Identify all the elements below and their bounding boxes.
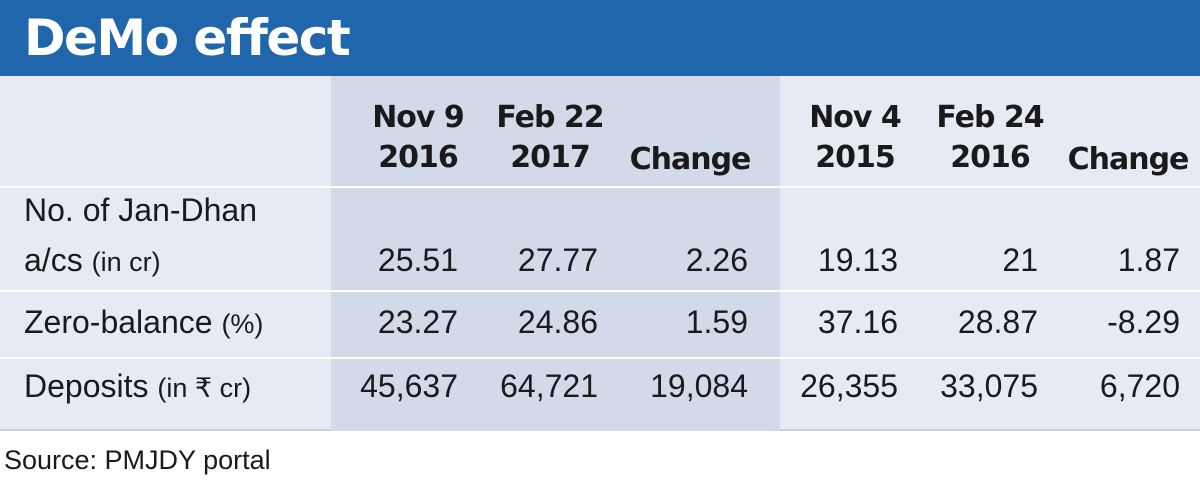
chart-title: DeMo effect <box>24 9 351 67</box>
column-header-line2: 2015 <box>815 140 896 175</box>
table-cell: 19.13 <box>817 242 898 278</box>
row-label: a/cs (in cr) <box>24 240 161 282</box>
column-header-line2: 2016 <box>950 140 1031 175</box>
table-cell: 1.87 <box>1117 242 1180 278</box>
column-header-line2: 2016 <box>378 140 459 175</box>
column-header-line2: Change <box>629 142 752 177</box>
row-label-unit: (in cr) <box>91 247 161 277</box>
table-cell: 23.27 <box>377 304 458 340</box>
table-cell: 1.59 <box>685 304 748 340</box>
row-label-line1: No. of Jan-Dhan <box>24 192 258 228</box>
table-cell: 27.77 <box>517 242 598 278</box>
table-cell: 2.26 <box>685 242 748 278</box>
table-cell: 33,075 <box>940 368 1038 404</box>
row-divider <box>0 186 1200 188</box>
table-cell: 24.86 <box>517 304 598 340</box>
row-divider <box>0 357 1200 359</box>
row-label-main: a/cs <box>24 242 83 278</box>
table-cell: 28.87 <box>957 304 1038 340</box>
column-header-line2: 2017 <box>510 140 591 175</box>
table-cell: 64,721 <box>500 368 598 404</box>
column-header-line1: Feb 24 <box>936 100 1044 135</box>
table-cell: 45,637 <box>360 368 458 404</box>
table-cell: -8.29 <box>1107 304 1180 340</box>
column-header-line1: Feb 22 <box>496 100 604 135</box>
row-label-unit: (%) <box>221 309 264 339</box>
title-bar: DeMo effect <box>0 0 1200 76</box>
highlighted-columns-band <box>331 76 780 431</box>
row-divider <box>0 290 1200 292</box>
row-label: Zero-balance (%) <box>24 302 263 344</box>
row-label-main: Deposits <box>24 368 149 404</box>
table-cell: 19,084 <box>650 368 748 404</box>
source-note: Source: PMJDY portal <box>4 445 271 475</box>
row-label: Deposits (in ₹ cr) <box>24 366 251 408</box>
table-cell: 26,355 <box>800 368 898 404</box>
table-cell: 21 <box>1002 242 1038 278</box>
table-cell: 25.51 <box>377 242 458 278</box>
row-label-main: Zero-balance <box>24 304 213 340</box>
column-header-line2: Change <box>1067 142 1190 177</box>
table-cell: 6,720 <box>1099 368 1180 404</box>
column-header-line1: Nov 4 <box>809 100 902 135</box>
row-label-unit: (in ₹ cr) <box>157 373 252 403</box>
table-cell: 37.16 <box>817 304 898 340</box>
column-header-line1: Nov 9 <box>372 100 465 135</box>
